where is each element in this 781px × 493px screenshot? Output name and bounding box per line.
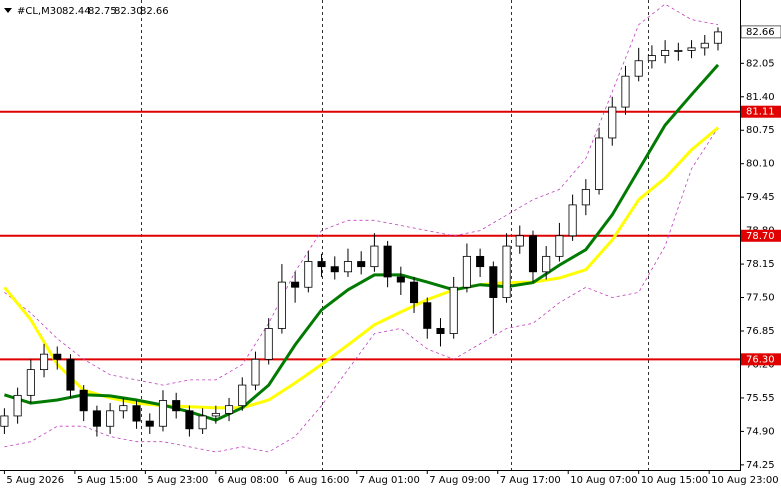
candle-body bbox=[661, 50, 670, 56]
candle-body bbox=[92, 410, 101, 427]
candle-body bbox=[172, 400, 181, 412]
candle-body bbox=[634, 60, 643, 77]
x-tick-label: 5 Aug 2026 bbox=[6, 475, 64, 486]
header-low: 82.30 bbox=[114, 6, 143, 17]
level-label-box bbox=[741, 105, 781, 118]
y-tick-label: 77.50 bbox=[746, 293, 775, 304]
candle-body bbox=[238, 384, 247, 407]
candle-body bbox=[687, 47, 696, 51]
candle-body bbox=[0, 415, 9, 427]
y-tick-label: 75.55 bbox=[746, 393, 775, 404]
candle-body bbox=[674, 50, 683, 52]
candle-body bbox=[528, 235, 538, 273]
candle-body bbox=[410, 281, 419, 304]
candle-body bbox=[502, 245, 511, 298]
y-tick-label: 80.75 bbox=[746, 125, 775, 136]
candle-body bbox=[185, 410, 194, 430]
x-tick-label: 6 Aug 08:00 bbox=[218, 475, 279, 486]
candle-body bbox=[436, 328, 445, 334]
y-tick-label: 76.85 bbox=[746, 326, 775, 337]
candle-body bbox=[26, 369, 35, 396]
x-tick-label: 10 Aug 15:00 bbox=[641, 475, 708, 486]
candle-body bbox=[66, 358, 75, 391]
candle-body bbox=[330, 266, 339, 273]
header-symbol: #CL,M30 bbox=[17, 6, 62, 17]
indicator-line bbox=[4, 3, 719, 386]
candle-body bbox=[449, 286, 458, 334]
candle-body bbox=[581, 189, 590, 206]
candle-body bbox=[568, 204, 577, 237]
candle-body bbox=[251, 358, 260, 386]
candle-body bbox=[225, 405, 234, 414]
candle-body bbox=[357, 261, 366, 268]
candle-body bbox=[555, 235, 564, 257]
header-high: 82.75 bbox=[88, 6, 117, 17]
level-label: 81.11 bbox=[746, 107, 775, 118]
candle-body bbox=[396, 276, 405, 283]
y-tick-label: 82.05 bbox=[746, 58, 775, 69]
candle-body bbox=[79, 389, 88, 412]
candle-body bbox=[106, 410, 115, 427]
header-close: 82.66 bbox=[140, 6, 169, 17]
candle-body bbox=[489, 266, 498, 298]
header-icon bbox=[4, 8, 12, 13]
candle-body bbox=[383, 245, 392, 278]
candle-body bbox=[621, 75, 630, 108]
level-label-box bbox=[741, 353, 781, 366]
candle-body bbox=[145, 420, 154, 427]
candle-body bbox=[595, 137, 604, 190]
candle-body bbox=[40, 353, 49, 371]
x-tick-label: 10 Aug 23:00 bbox=[711, 475, 778, 486]
candle-body bbox=[476, 255, 485, 268]
candle-body bbox=[317, 261, 326, 268]
candle-body bbox=[462, 255, 471, 288]
candle-body bbox=[264, 328, 273, 360]
candle-body bbox=[198, 415, 207, 430]
candle-body bbox=[211, 412, 220, 417]
candle-body bbox=[304, 261, 313, 288]
plot bbox=[0, 0, 740, 470]
candle-body bbox=[132, 405, 141, 422]
y-tick-label: 74.90 bbox=[746, 426, 775, 437]
y-tick-label: 79.45 bbox=[746, 192, 775, 203]
candle-body bbox=[608, 106, 617, 139]
candle-body bbox=[515, 235, 524, 247]
candle-body bbox=[13, 394, 22, 417]
x-tick-label: 10 Aug 07:00 bbox=[570, 475, 637, 486]
y-tick-label: 78.15 bbox=[746, 259, 775, 270]
candle-body bbox=[158, 400, 168, 427]
x-tick-label: 7 Aug 01:00 bbox=[359, 475, 420, 486]
candle-body bbox=[343, 261, 353, 273]
x-tick-label: 7 Aug 09:00 bbox=[429, 475, 490, 486]
level-label: 78.70 bbox=[746, 231, 775, 242]
candle-body bbox=[423, 302, 432, 329]
header-open: 82.44 bbox=[62, 6, 91, 17]
x-tick-label: 5 Aug 23:00 bbox=[147, 475, 208, 486]
candle-body bbox=[647, 55, 656, 62]
current-price-box bbox=[740, 25, 781, 39]
candle-body bbox=[700, 42, 709, 49]
candle-body bbox=[277, 281, 286, 329]
x-tick-label: 5 Aug 15:00 bbox=[77, 475, 138, 486]
candle-body bbox=[542, 255, 551, 273]
candle-body bbox=[53, 353, 62, 360]
candle-body bbox=[713, 31, 723, 44]
y-tick-label: 74.25 bbox=[746, 460, 775, 471]
y-tick-label: 81.40 bbox=[746, 92, 775, 103]
current-price-label: 82.66 bbox=[746, 27, 775, 38]
level-label: 76.30 bbox=[746, 354, 775, 365]
candle-body bbox=[119, 405, 128, 412]
x-tick-label: 6 Aug 16:00 bbox=[288, 475, 349, 486]
y-tick-label: 80.10 bbox=[746, 159, 775, 170]
candle-body bbox=[291, 281, 300, 288]
x-tick-label: 7 Aug 17:00 bbox=[500, 475, 561, 486]
candle-body bbox=[370, 245, 379, 268]
level-label-box bbox=[741, 229, 781, 242]
